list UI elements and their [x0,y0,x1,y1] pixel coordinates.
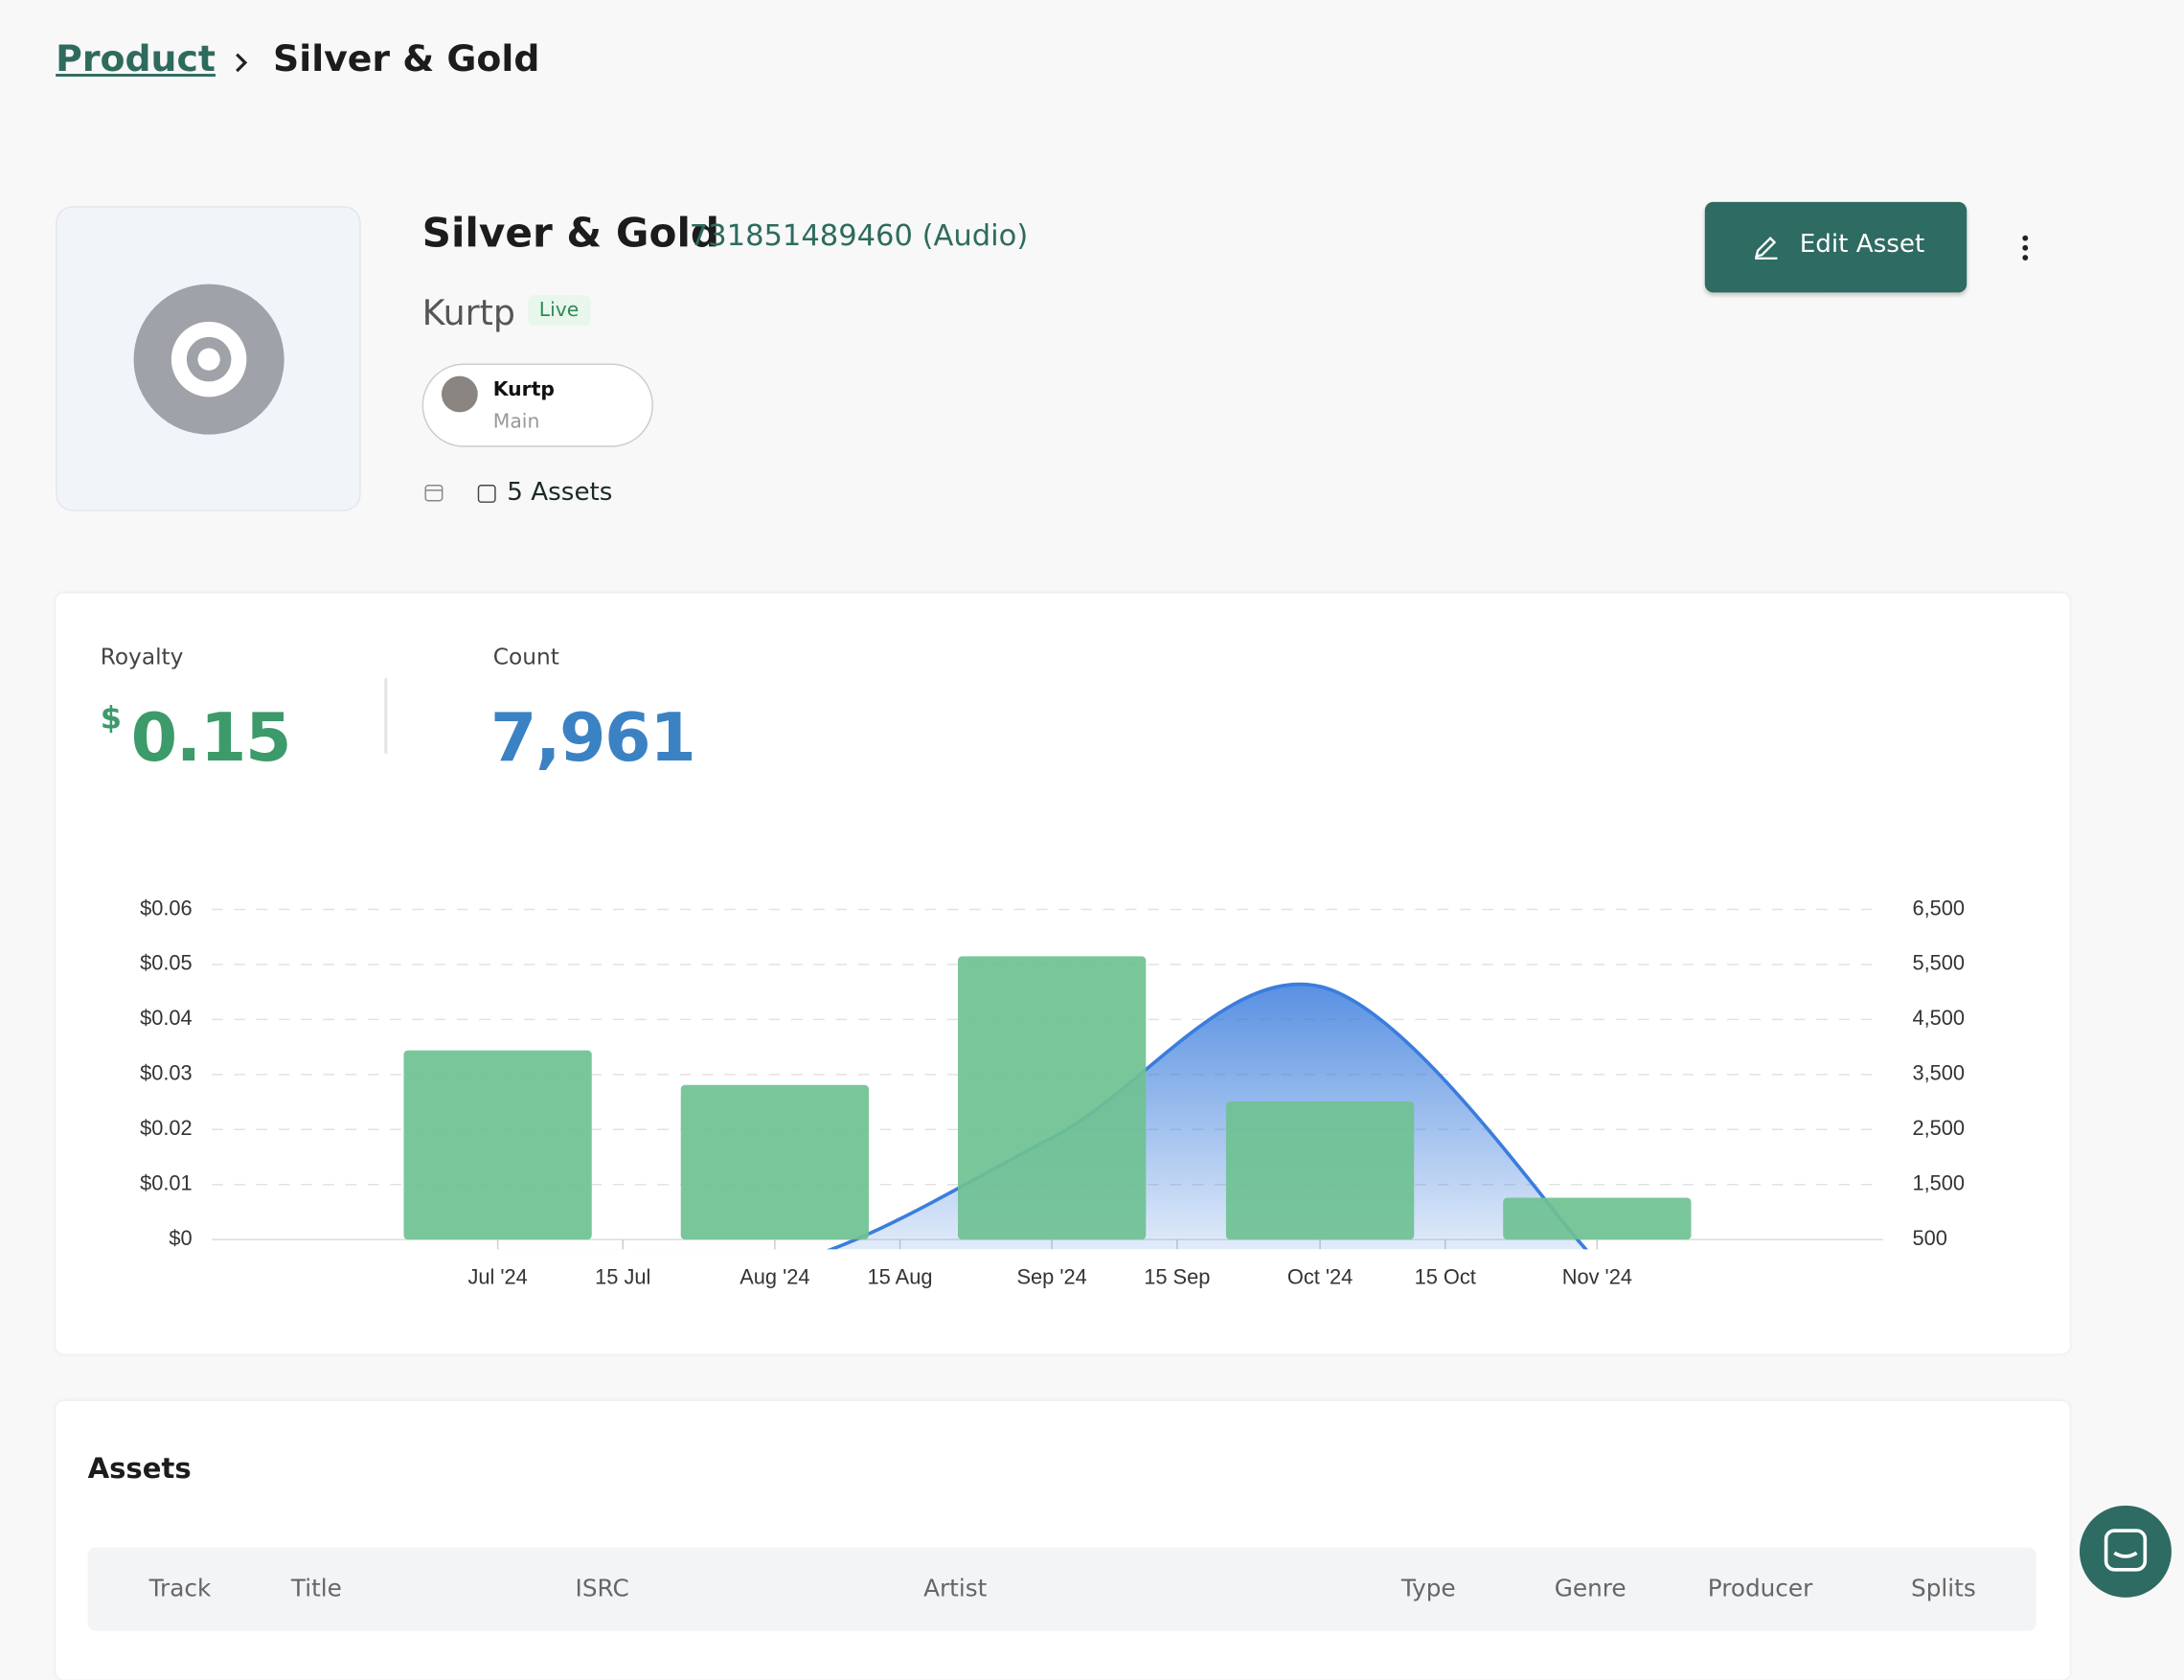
page: Product Silver & Gold Silver & Gold 7318… [56,38,2172,1631]
pencil-icon [1755,237,1778,260]
y-tick-label: $0 [169,1226,192,1250]
y-tick-label: $0.01 [140,1170,193,1194]
disc-icon [133,284,284,435]
count-value: 7,961 [489,698,696,778]
x-tick-label: 15 Sep [1144,1265,1210,1289]
column-header: Type [1400,1575,1456,1603]
royalty-label: Royalty [100,643,184,670]
y-tick-label: $0.02 [140,1116,193,1140]
chat-button[interactable] [2079,1505,2172,1598]
x-tick-label: Oct '24 [1287,1265,1353,1289]
avatar [441,375,478,413]
contributor-pill[interactable]: Kurtp Main [421,363,653,447]
y2-tick-label: 1,500 [1912,1170,1965,1194]
x-tick-label: Nov '24 [1562,1265,1632,1289]
royalty-bar [1225,1101,1415,1240]
y2-tick-label: 500 [1912,1226,1946,1250]
cover [56,206,361,511]
x-tick-label: 15 Jul [595,1265,650,1289]
status-badge: Live [528,295,590,327]
x-tick-label: 15 Oct [1415,1265,1476,1289]
y2-tick-label: 6,500 [1912,896,1965,919]
royalty-bar [403,1050,592,1240]
x-tick-label: Aug '24 [739,1265,809,1289]
box-icon [477,485,496,503]
column-header: Genre [1554,1575,1627,1603]
chart: $0 $0.01 $0.02 $0.03 $0.04 $0.05 $0.06 500 1,500… [140,896,1965,1289]
y-tick-label: $0.06 [140,896,193,919]
column-header: Track [148,1575,212,1603]
divider [384,678,388,754]
asset-title: Silver & Gold [421,209,720,257]
artist-name: Kurtp [421,292,515,333]
royalty-bar [957,956,1147,1240]
assets-card: Assets Track Title ISRC Artist Type Genre Prod… [56,1400,2070,1680]
asset-count: 5 Assets [507,477,613,508]
count-label: Count [492,643,559,670]
calendar-icon [424,485,444,502]
column-header: Title [290,1575,342,1603]
y-tick-label: $0.04 [140,1006,193,1030]
royalty-currency: $ [100,701,122,738]
y2-tick-label: 4,500 [1912,1006,1965,1030]
royalty-bar [680,1084,870,1240]
royalty-bar [1503,1197,1692,1240]
y2-tick-label: 3,500 [1912,1061,1965,1085]
assets-title: Assets [87,1451,192,1486]
contributor-role: Main [492,410,540,434]
royalty-value: 0.15 [130,698,292,778]
y-tick-label: $0.05 [140,951,193,975]
breadcrumb-link[interactable]: Product [56,38,216,81]
column-header: ISRC [575,1575,629,1603]
chevron [236,53,248,73]
column-header: Artist [923,1575,988,1603]
x-tick-label: Jul '24 [467,1265,527,1289]
y-tick-label: $0.03 [140,1061,193,1085]
edit-button[interactable]: Edit Asset [1704,201,1968,293]
column-header: Producer [1707,1575,1813,1603]
edit-label: Edit Asset [1799,229,1925,260]
contributor-name: Kurtp [492,378,556,401]
y2-tick-label: 2,500 [1912,1116,1965,1140]
y2-tick-label: 5,500 [1912,951,1965,975]
asset-code: 731851489460 (Audio) [689,218,1029,253]
x-tick-label: 15 Aug [868,1265,933,1289]
kebab-menu[interactable] [2014,231,2036,264]
table-header: Track Title ISRC Artist Type Genre Producer Spl… [87,1547,2036,1631]
breadcrumb-current: Silver & Gold [273,38,540,81]
x-tick-label: Sep '24 [1017,1265,1087,1289]
chat-icon [2104,1529,2148,1572]
column-header: Splits [1911,1575,1976,1603]
